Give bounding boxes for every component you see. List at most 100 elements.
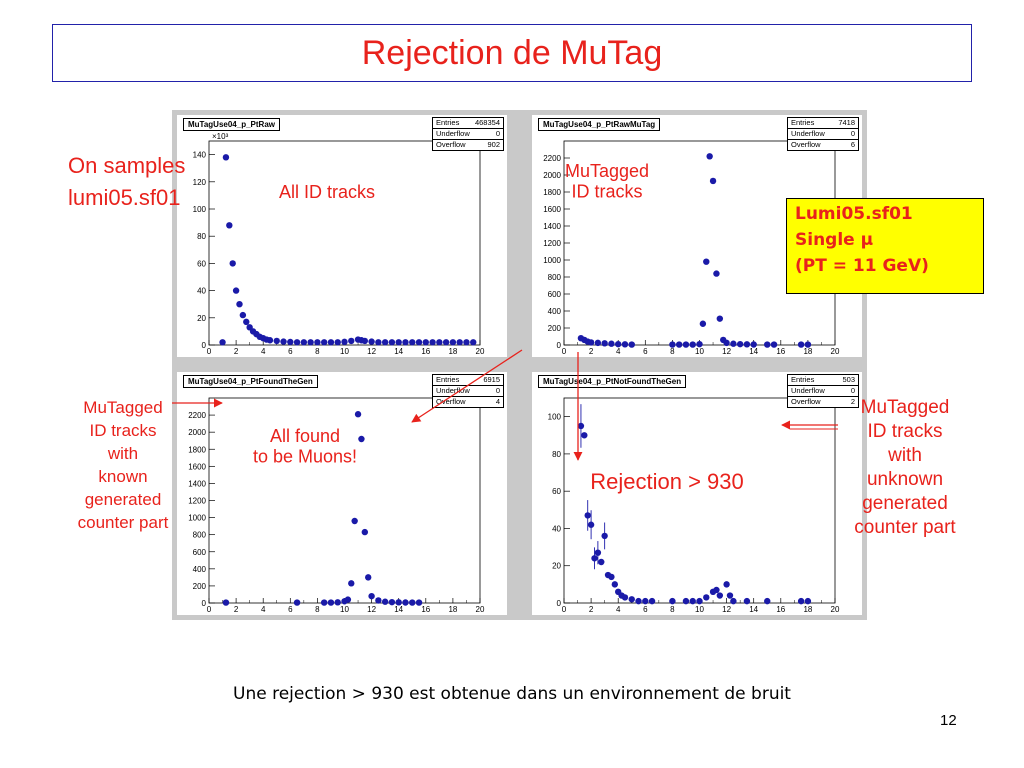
stats-box: Entries 503 Underflow 0 Overflow 2	[787, 374, 859, 408]
stats-value: 7418	[838, 118, 855, 127]
sample-info-box: Lumi05.sf01 Single μ (PT = 11 GeV)	[786, 198, 984, 294]
data-point	[409, 599, 416, 606]
x-tick-label: 0	[207, 347, 212, 356]
y-tick-label: 400	[548, 307, 562, 316]
y-tick-label: 1600	[188, 462, 206, 471]
title-box: Rejection de MuTag	[52, 24, 972, 82]
data-point	[293, 339, 301, 346]
plot-svg: 0 2 4 6 8 10 12 14 16 18 2002004006008001000120014…	[188, 397, 485, 614]
data-point	[436, 339, 443, 346]
plot-annotation: Rejection > 930	[590, 469, 744, 494]
pad-pt-raw: 0 2 4 6 8 10 12 14 16 18 20 0 20 40 60 80 100 120 140 ×10³ A…	[177, 115, 507, 357]
data-point	[222, 599, 230, 606]
data-point	[581, 432, 588, 439]
data-point	[300, 339, 308, 346]
data-point	[402, 339, 409, 346]
data-point	[232, 287, 240, 294]
y-tick-label: 800	[548, 273, 562, 282]
histogram-name: MuTagUse04_p_PtRawMuTag	[538, 118, 661, 131]
stats-key: Underflow	[791, 129, 825, 138]
data-point	[804, 597, 812, 605]
plot-svg: 0 2 4 6 8 10 12 14 16 18 20 0 20 40 60 80 100 Rejection >…	[548, 397, 840, 614]
side-note-left-line-4: known	[98, 467, 148, 486]
x-tick-label: 10	[695, 605, 704, 614]
data-point	[361, 528, 369, 536]
data-point	[689, 341, 696, 348]
x-tick-label: 18	[448, 605, 457, 614]
data-point	[635, 597, 642, 605]
x-tick-label: 14	[749, 347, 758, 356]
stats-row: Overflow 4	[433, 397, 503, 407]
data-point	[594, 549, 602, 556]
x-tick-label: 2	[589, 347, 594, 356]
x-tick-label: 16	[421, 347, 430, 356]
data-point	[334, 599, 341, 606]
data-point	[341, 338, 348, 346]
plot-svg: 0 2 4 6 8 10 12 14 16 18 20 0 20 40 60 80 100 120 140 ×10³ A…	[193, 132, 485, 356]
data-point	[797, 341, 805, 348]
x-tick-label: 4	[261, 347, 266, 356]
x-tick-label: 8	[670, 347, 675, 356]
stats-key: Entries	[436, 118, 460, 127]
data-point	[307, 339, 314, 346]
left-note-line-1: On samples	[68, 153, 186, 178]
data-point	[442, 339, 450, 346]
stats-row: Entries 468354	[433, 118, 503, 129]
data-point	[344, 596, 352, 603]
data-point	[689, 597, 696, 605]
stats-value: 902	[487, 140, 500, 149]
stats-value: 2	[850, 397, 855, 406]
data-point	[415, 339, 423, 346]
data-point	[222, 154, 230, 161]
side-note-right: MuTagged ID tracks with unknown generate…	[840, 396, 970, 540]
y-tick-label: 2000	[188, 428, 206, 437]
x-tick-label: 8	[315, 605, 320, 614]
stats-key: Overflow	[791, 140, 821, 149]
data-point	[388, 598, 396, 606]
stats-row: Overflow 2	[788, 397, 858, 407]
data-point	[648, 597, 656, 605]
x-tick-label: 12	[722, 347, 731, 356]
side-note-left-line-5: generated	[84, 490, 162, 509]
stats-value: 0	[850, 386, 855, 395]
data-point	[449, 339, 457, 346]
stats-row: Overflow 6	[788, 140, 858, 150]
y-tick-label: 600	[548, 290, 562, 299]
stats-key: Underflow	[791, 386, 825, 395]
data-point	[334, 339, 341, 346]
y-tick-label: 40	[197, 287, 206, 296]
y-tick-label: 80	[552, 450, 561, 459]
x-tick-label: 18	[803, 605, 812, 614]
data-point	[381, 598, 389, 605]
plot-annotation-line: ID tracks	[571, 182, 642, 202]
y-exponent: ×10³	[212, 132, 229, 141]
data-point	[750, 341, 757, 348]
plot-annotation-line: MuTagged	[565, 161, 649, 181]
y-tick-label: 40	[552, 524, 561, 533]
data-point	[743, 341, 751, 348]
slide-title: Rejection de MuTag	[361, 34, 663, 72]
side-note-left-line-3: with	[107, 444, 139, 463]
stats-row: Underflow 0	[433, 386, 503, 397]
x-tick-label: 16	[776, 605, 785, 614]
side-note-right-line-6: counter part	[854, 517, 956, 538]
data-point	[703, 258, 710, 265]
data-point	[293, 599, 301, 606]
x-tick-label: 8	[670, 605, 675, 614]
data-point	[723, 339, 730, 347]
stats-box: Entries 468354 Underflow 0 Overflow 902	[432, 117, 504, 151]
x-tick-label: 10	[340, 605, 349, 614]
data-point	[699, 320, 707, 327]
y-tick-label: 60	[197, 259, 206, 268]
stats-key: Entries	[791, 118, 815, 127]
x-tick-label: 8	[315, 347, 320, 356]
data-point	[703, 594, 710, 601]
stats-key: Entries	[791, 375, 815, 384]
data-point	[584, 512, 591, 519]
x-tick-label: 16	[421, 605, 430, 614]
data-point	[375, 339, 382, 346]
caption: Une rejection > 930 est obtenue dans un …	[233, 684, 791, 704]
y-tick-label: 2200	[543, 154, 561, 163]
y-tick-label: 1800	[543, 188, 561, 197]
data-point	[456, 339, 463, 346]
